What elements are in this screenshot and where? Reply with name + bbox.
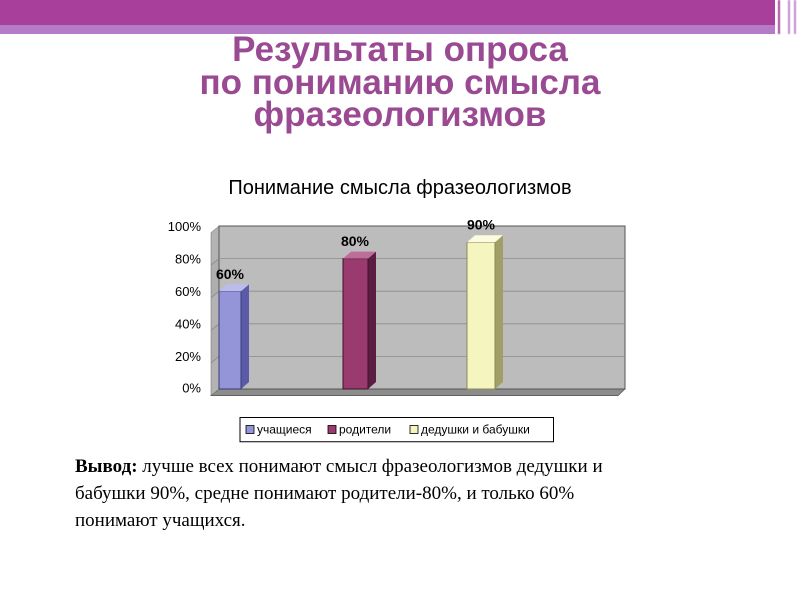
svg-text:40%: 40% [175, 317, 201, 332]
svg-text:60%: 60% [216, 266, 245, 282]
svg-text:90%: 90% [467, 217, 496, 233]
svg-text:20%: 20% [175, 349, 201, 364]
svg-text:0%: 0% [182, 381, 201, 396]
svg-text:учащиеся: учащиеся [257, 423, 312, 437]
svg-text:Понимание смысла фразеологизмо: Понимание смысла фразеологизмов [228, 177, 571, 199]
svg-text:60%: 60% [175, 284, 201, 299]
svg-text:80%: 80% [175, 252, 201, 267]
svg-text:100%: 100% [168, 219, 202, 234]
svg-text:80%: 80% [341, 233, 370, 249]
svg-text:родители: родители [339, 423, 391, 437]
svg-text:дедушки и бабушки: дедушки и бабушки [421, 423, 530, 437]
